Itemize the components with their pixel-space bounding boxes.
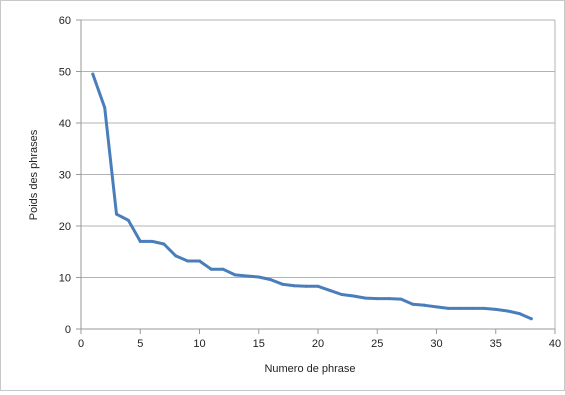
y-tick-label: 30 bbox=[59, 170, 71, 182]
data-point bbox=[340, 292, 344, 296]
data-point bbox=[126, 218, 130, 222]
x-tick-label: 0 bbox=[78, 338, 84, 350]
y-axis-label: Poids des phrases bbox=[28, 129, 40, 220]
data-point bbox=[91, 72, 95, 76]
data-point bbox=[506, 309, 510, 313]
data-point bbox=[103, 106, 107, 110]
data-point bbox=[375, 297, 379, 301]
axes bbox=[76, 19, 556, 334]
y-tick-label: 50 bbox=[59, 67, 71, 79]
data-point bbox=[209, 267, 213, 271]
data-point bbox=[363, 296, 367, 300]
data-point bbox=[292, 284, 296, 288]
data-point bbox=[529, 317, 533, 321]
data-point bbox=[458, 306, 462, 310]
data-point bbox=[304, 284, 308, 288]
data-point bbox=[221, 267, 225, 271]
x-tick-label: 40 bbox=[549, 338, 561, 350]
x-tick-label: 10 bbox=[193, 338, 205, 350]
series-line bbox=[91, 72, 533, 321]
data-point bbox=[150, 239, 154, 243]
data-point bbox=[316, 284, 320, 288]
data-point bbox=[162, 242, 166, 246]
data-point bbox=[411, 302, 415, 306]
data-point bbox=[387, 297, 391, 301]
x-tick-label: 5 bbox=[137, 338, 143, 350]
data-point bbox=[245, 274, 249, 278]
data-point bbox=[328, 288, 332, 292]
x-tick-label: 15 bbox=[253, 338, 265, 350]
data-point bbox=[198, 259, 201, 263]
x-tick-label: 25 bbox=[371, 338, 383, 350]
gridlines bbox=[81, 19, 555, 278]
data-point bbox=[257, 275, 261, 279]
data-point bbox=[470, 306, 474, 310]
y-tick-label: 10 bbox=[59, 273, 71, 285]
data-point bbox=[423, 303, 427, 307]
series-layer bbox=[91, 72, 533, 321]
data-point bbox=[269, 278, 273, 282]
data-point bbox=[446, 306, 450, 310]
data-point bbox=[482, 306, 486, 310]
data-point bbox=[233, 273, 237, 277]
data-point bbox=[186, 259, 190, 263]
data-point bbox=[280, 282, 284, 286]
data-point bbox=[494, 307, 498, 311]
x-tick-label: 35 bbox=[490, 338, 502, 350]
data-point bbox=[399, 297, 403, 301]
y-tick-labels: 0 10 20 30 40 50 60 bbox=[59, 15, 71, 336]
data-point bbox=[517, 312, 521, 316]
data-point bbox=[352, 294, 356, 298]
data-point bbox=[174, 254, 178, 258]
data-point bbox=[115, 212, 119, 216]
x-tick-labels: 0 5 10 15 20 25 30 35 40 bbox=[78, 338, 561, 350]
y-tick-label: 40 bbox=[59, 118, 71, 130]
y-tick-label: 20 bbox=[59, 221, 71, 233]
x-tick-label: 30 bbox=[430, 338, 442, 350]
y-tick-label: 0 bbox=[65, 324, 71, 336]
x-axis-label: Numero de phrase bbox=[264, 363, 355, 375]
x-tick-label: 20 bbox=[312, 338, 324, 350]
data-point bbox=[435, 305, 438, 309]
y-tick-label: 60 bbox=[59, 15, 71, 27]
data-point bbox=[138, 239, 142, 243]
